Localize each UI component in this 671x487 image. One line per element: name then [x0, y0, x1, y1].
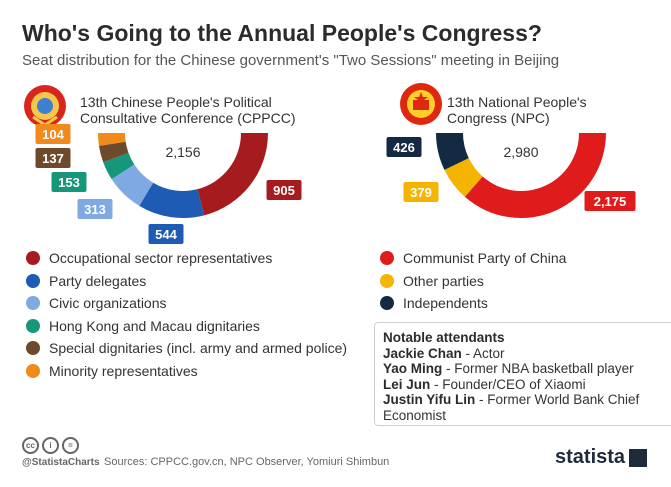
npc-emblem-icon — [400, 83, 442, 125]
legend-label: Hong Kong and Macau dignitaries — [49, 317, 260, 334]
source-note: Sources: CPPCC.gov.cn, NPC Observer, Yom… — [104, 456, 390, 468]
person-desc: - Former NBA basketball player — [442, 361, 634, 376]
person-desc: - Founder/CEO of Xiaomi — [430, 376, 586, 392]
creative-commons-icon: cc — [22, 437, 39, 454]
cppcc-value-label-4: 137 — [35, 148, 71, 168]
npc-legend: Communist Party of China Other parties Ind… — [380, 247, 566, 315]
statista-mark-icon — [629, 448, 648, 467]
attribution-icon: i — [42, 437, 59, 454]
svg-text:379: 379 — [410, 185, 432, 200]
person-desc: - Actor — [461, 345, 505, 361]
person-name: Jackie Chan — [383, 345, 462, 361]
npc-title-line-1: 13th National People's — [447, 94, 587, 110]
legend-label: Special dignitaries (incl. army and arme… — [49, 340, 348, 357]
cppcc-slice-1[interactable] — [139, 182, 205, 218]
cppcc-value-label-3: 153 — [51, 172, 87, 192]
legend-swatch — [26, 363, 40, 378]
svg-text:426: 426 — [393, 140, 415, 155]
notable-attendants-box: Notable attendants Jackie Chan - Actor Y… — [374, 322, 671, 426]
cppcc-slice-0[interactable] — [197, 133, 269, 216]
legend-swatch — [380, 296, 394, 311]
svg-text:544: 544 — [155, 227, 177, 242]
cppcc-legend: Occupational sector representatives Party… — [26, 247, 347, 382]
no-derivatives-icon: = — [62, 437, 79, 454]
npc-slice-0[interactable] — [464, 133, 606, 218]
npc-value-label-2: 426 — [386, 137, 422, 157]
statista-logo[interactable]: statista — [555, 446, 648, 469]
license-icons[interactable]: cc i = — [22, 437, 79, 454]
legend-item: Other parties — [380, 270, 566, 293]
legend-label: Civic organizations — [49, 295, 167, 312]
legend-item: Special dignitaries (incl. army and arme… — [26, 337, 347, 360]
svg-text:104: 104 — [42, 127, 64, 142]
svg-text:905: 905 — [273, 183, 295, 198]
legend-label: Occupational sector representatives — [49, 250, 273, 267]
person-name: Lei Jun — [383, 376, 431, 392]
notable-person: Justin Yifu Lin - Former World Bank Chie… — [383, 392, 665, 423]
legend-item: Independents — [380, 292, 566, 315]
legend-swatch — [26, 318, 40, 333]
npc-title-line-2: Congress (NPC) — [447, 110, 550, 126]
cppcc-slice-4[interactable] — [98, 141, 129, 163]
legend-item: Hong Kong and Macau dignitaries — [26, 315, 347, 338]
cppcc-title-line-2: Consultative Conference (CPPCC) — [80, 110, 296, 126]
npc-chart-title: 13th National People's Congress (NPC) — [447, 94, 587, 126]
legend-item: Communist Party of China — [380, 247, 566, 270]
svg-text:137: 137 — [42, 151, 64, 166]
svg-text:153: 153 — [58, 175, 80, 190]
cppcc-chart-title: 13th Chinese People's Political Consulta… — [80, 94, 296, 126]
legend-label: Independents — [403, 295, 488, 312]
cppcc-value-label-5: 104 — [35, 124, 71, 144]
legend-item: Party delegates — [26, 270, 347, 293]
legend-label: Other parties — [403, 272, 484, 289]
svg-text:2,175: 2,175 — [594, 194, 627, 209]
legend-label: Party delegates — [49, 272, 147, 289]
legend-swatch — [26, 251, 40, 266]
cppcc-value-label-2: 313 — [77, 199, 113, 219]
notable-title: Notable attendants — [383, 330, 505, 345]
cppcc-slice-3[interactable] — [103, 152, 135, 180]
legend-item: Occupational sector representatives — [26, 247, 347, 270]
cppcc-total-label: 2,156 — [165, 144, 200, 160]
cppcc-value-label-1: 544 — [148, 224, 184, 244]
legend-swatch — [380, 273, 394, 288]
npc-value-label-0: 2,175 — [584, 191, 636, 211]
cppcc-title-line-1: 13th Chinese People's Political — [80, 94, 272, 110]
notable-person: Yao Ming - Former NBA basketball player — [383, 361, 665, 377]
legend-swatch — [26, 273, 40, 288]
notable-person: Lei Jun - Founder/CEO of Xiaomi — [383, 377, 665, 393]
brand-text: statista — [555, 446, 626, 468]
npc-slice-1[interactable] — [444, 158, 483, 197]
legend-item: Minority representatives — [26, 360, 347, 383]
cppcc-slice-2[interactable] — [111, 164, 154, 206]
person-desc: - Former World Bank Chief Economist — [383, 392, 640, 423]
npc-slice-2[interactable] — [436, 133, 469, 170]
cppcc-emblem-icon — [24, 85, 66, 127]
statista-handle[interactable]: @StatistaCharts — [22, 457, 100, 468]
legend-label: Communist Party of China — [403, 250, 567, 267]
cppcc-value-label-0: 905 — [266, 180, 302, 200]
legend-item: Civic organizations — [26, 292, 347, 315]
cppcc-slice-5[interactable] — [98, 133, 126, 146]
chart-title: Who's Going to the Annual People's Congr… — [22, 20, 542, 46]
legend-swatch — [26, 296, 40, 311]
npc-value-label-1: 379 — [403, 182, 439, 202]
person-name: Justin Yifu Lin — [383, 392, 476, 407]
svg-text:313: 313 — [84, 202, 106, 217]
legend-swatch — [380, 251, 394, 266]
person-name: Yao Ming — [383, 361, 443, 376]
legend-swatch — [26, 341, 40, 356]
chart-subtitle: Seat distribution for the Chinese govern… — [22, 52, 560, 69]
legend-label: Minority representatives — [49, 362, 198, 379]
notable-person: Jackie Chan - Actor — [383, 346, 665, 362]
npc-total-label: 2,980 — [503, 144, 538, 160]
